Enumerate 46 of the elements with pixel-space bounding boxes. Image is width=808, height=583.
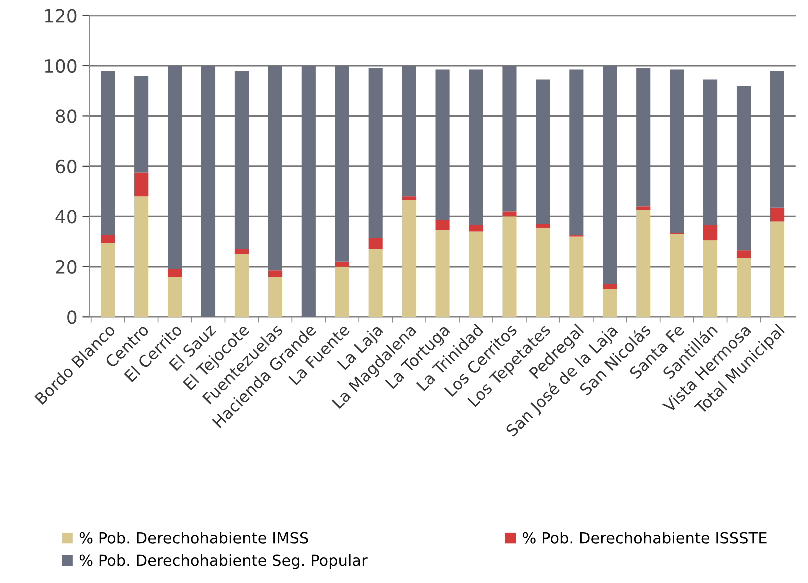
bar	[436, 220, 450, 230]
bar	[368, 238, 383, 250]
bar	[536, 224, 550, 228]
bar	[502, 212, 517, 217]
legend-label: % Pob. Derechohabiente ISSSTE	[523, 532, 767, 544]
bar	[536, 228, 550, 318]
bar	[670, 234, 684, 318]
bar	[101, 236, 116, 244]
bar	[603, 284, 618, 290]
y-tick-label: 40	[56, 210, 77, 224]
bar	[636, 210, 651, 318]
bar	[770, 208, 784, 222]
bar	[402, 196, 416, 200]
bar	[502, 216, 517, 318]
bar	[335, 266, 350, 318]
bar	[704, 225, 718, 241]
y-tick-label: 80	[56, 110, 77, 124]
bar	[268, 276, 282, 318]
legend-label: % Pob. Derechohabiente IMSS	[80, 532, 308, 544]
bar	[234, 249, 249, 254]
bar	[234, 254, 249, 318]
bar	[168, 269, 182, 277]
y-tick-label: 120	[45, 9, 77, 23]
bar	[469, 232, 484, 318]
bar	[704, 240, 718, 318]
bar	[368, 249, 383, 318]
bar	[736, 250, 752, 258]
bar	[335, 262, 350, 267]
bar	[770, 222, 784, 318]
bar	[603, 290, 618, 318]
y-tick-label: 100	[45, 59, 77, 74]
y-tick-label: 60	[56, 160, 77, 174]
bar	[134, 172, 149, 197]
legend-label: % Pob. Derechohabiente Seg. Popular	[80, 554, 368, 570]
bar	[268, 270, 282, 277]
y-tick-label: 20	[56, 260, 77, 274]
bar	[134, 196, 149, 318]
bar	[736, 258, 752, 318]
bar	[469, 225, 484, 232]
bar	[101, 243, 116, 318]
bar	[636, 206, 651, 210]
bar	[168, 276, 182, 318]
bar	[402, 200, 416, 318]
bar	[436, 230, 450, 318]
bar	[570, 236, 584, 318]
y-tick-label: 0	[68, 310, 77, 324]
